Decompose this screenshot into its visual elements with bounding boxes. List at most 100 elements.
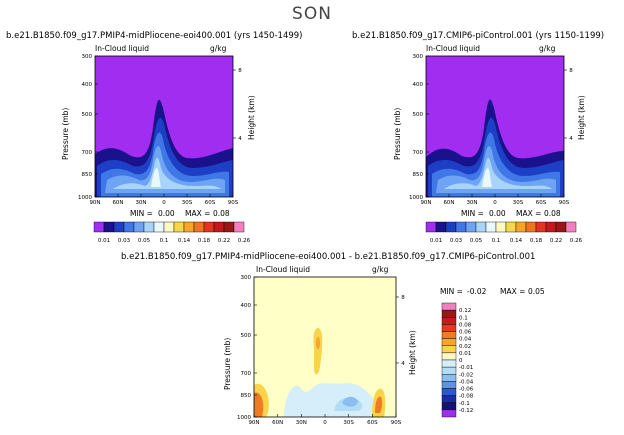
y-tick-label: 300 — [413, 54, 424, 60]
x-tick-label: 0 — [162, 200, 166, 206]
colorbar-swatch — [103, 221, 115, 233]
panel-3-ylabel: Pressure (mb) — [223, 337, 232, 390]
colorbar-swatch — [475, 221, 487, 233]
colorbar-swatch — [213, 221, 225, 233]
colorbar-swatch — [93, 221, 105, 233]
y-right-tick-label: 4 — [569, 136, 573, 142]
colorbar-swatch — [445, 221, 457, 233]
colorbar-label: -0.04 — [459, 379, 474, 385]
x-tick-label: 90S — [391, 420, 402, 426]
x-tick-label: 30N — [296, 420, 307, 426]
y-tick-label: 300 — [82, 54, 93, 60]
panel-1-variable: In-Cloud liquid — [95, 44, 150, 53]
x-tick-label: 60S — [367, 420, 378, 426]
colorbar-swatch — [555, 221, 567, 233]
y-tick-label: 700 — [82, 150, 93, 156]
colorbar-swatch — [441, 331, 457, 339]
panel-2-colorbar: 0.01 0.03 0.05 0.1 0.14 0.18 0.22 0.26 — [425, 221, 583, 244]
panel-3-colorbar: 0.120.10.080.060.040.020.010-0.01-0.02-0… — [441, 302, 474, 418]
panel-2-variable: In-Cloud liquid — [426, 44, 481, 53]
panel-3-max-value: 0.05 — [528, 287, 545, 296]
x-tick-label: 60S — [536, 200, 547, 206]
colorbar-swatch — [441, 352, 457, 361]
colorbar-label: 0.26 — [238, 238, 251, 244]
colorbar-swatch — [441, 381, 457, 389]
x-tick-label: 30N — [466, 200, 477, 206]
colorbar-label: -0.02 — [459, 372, 473, 378]
colorbar-swatch — [153, 221, 165, 233]
y-tick-label: 300 — [241, 275, 252, 281]
panel-3-units: g/kg — [372, 265, 389, 274]
colorbar-swatch — [133, 221, 145, 233]
x-tick-label: 90N — [89, 200, 100, 206]
colorbar-label: 0.12 — [459, 308, 471, 314]
colorbar-swatch — [441, 302, 457, 311]
panel-2-ylabel: Pressure (mb) — [393, 107, 402, 160]
colorbar-label: -0.1 — [459, 401, 470, 407]
x-tick-label: 0 — [323, 420, 327, 426]
colorbar-label: 0.02 — [459, 344, 471, 350]
panel-2-max-value: 0.08 — [544, 209, 561, 218]
panel-2-ylabel-right: Height (km) — [577, 95, 586, 140]
panel-1-colorbar: 0.01 0.03 0.05 0.1 0.14 0.18 0.22 0.26 — [93, 221, 251, 244]
colorbar-label: 0.26 — [570, 238, 583, 244]
contour-pos-light — [313, 327, 323, 375]
panel-2-title: b.e21.B1850.f09_g17.CMIP6-piControl.001 … — [352, 31, 605, 41]
colorbar-label: 0.14 — [510, 238, 523, 244]
colorbar-label: 0.18 — [198, 238, 211, 244]
colorbar-swatch — [515, 221, 527, 233]
colorbar-swatch — [441, 409, 457, 418]
colorbar-swatch — [193, 221, 205, 233]
y-tick-label: 400 — [413, 82, 424, 88]
panel-3-min-value: -0.02 — [467, 287, 487, 296]
panel-3-variable: In-Cloud liquid — [256, 265, 311, 274]
x-tick-label: 60S — [205, 200, 216, 206]
contour-level-3 — [105, 145, 225, 193]
colorbar-swatch — [203, 221, 215, 233]
panel-1-ylabel: Pressure (mb) — [61, 107, 70, 160]
y-tick-label: 500 — [413, 112, 424, 118]
colorbar-label: 0.1 — [492, 238, 501, 244]
panel-2-plot: 300 400 500 700 850 1000 8 4 90N 60N 30N 0 30S 60S 90S — [409, 54, 573, 206]
colorbar-label: 0.14 — [178, 238, 191, 244]
colorbar-label: -0.01 — [459, 365, 473, 371]
y-tick-label: 850 — [413, 172, 424, 178]
colorbar-label: 0.08 — [459, 322, 472, 328]
y-tick-label: 500 — [82, 112, 93, 118]
panel-1-min-label: MIN = — [130, 209, 153, 218]
x-tick-label: 0 — [493, 200, 497, 206]
y-tick-label: 700 — [413, 150, 424, 156]
contour-level-5 — [151, 168, 161, 187]
colorbar-label: -0.12 — [459, 408, 473, 414]
colorbar-label: 0.01 — [98, 238, 110, 244]
x-tick-label: 60N — [443, 200, 454, 206]
colorbar-label: 0.03 — [450, 238, 463, 244]
colorbar-swatch — [441, 345, 457, 354]
colorbar-swatch — [441, 374, 457, 382]
panel-1-units: g/kg — [210, 44, 227, 53]
colorbar-swatch — [113, 221, 125, 233]
colorbar-swatch — [465, 221, 477, 233]
colorbar-swatch — [525, 221, 537, 233]
colorbar-swatch — [535, 221, 547, 233]
x-tick-label: 90N — [248, 420, 259, 426]
contour-pos-strong — [375, 396, 383, 413]
colorbar-swatch — [435, 221, 447, 233]
x-tick-label: 90S — [559, 200, 570, 206]
colorbar-swatch — [441, 366, 457, 375]
panel-2-max-label: MAX = — [516, 209, 542, 218]
colorbar-swatch — [441, 402, 457, 411]
contour-level-4 — [444, 157, 552, 189]
y-tick-label: 1000 — [237, 415, 251, 421]
y-tick-label: 400 — [82, 82, 93, 88]
colorbar-label: -0.06 — [459, 387, 474, 393]
panel-3-ylabel-right: Height (km) — [408, 330, 417, 375]
x-tick-label: 30S — [182, 200, 193, 206]
colorbar-label: 0.05 — [138, 238, 151, 244]
colorbar-label: -0.08 — [459, 394, 474, 400]
colorbar-swatch — [565, 221, 577, 233]
panel-3-title: b.e21.B1850.f09_g17.PMIP4-midPliocene-eo… — [121, 252, 536, 262]
panel-1-max-label: MAX = — [185, 209, 211, 218]
panel-1-min-value: 0.00 — [158, 209, 175, 218]
y-tick-label: 700 — [241, 371, 252, 377]
